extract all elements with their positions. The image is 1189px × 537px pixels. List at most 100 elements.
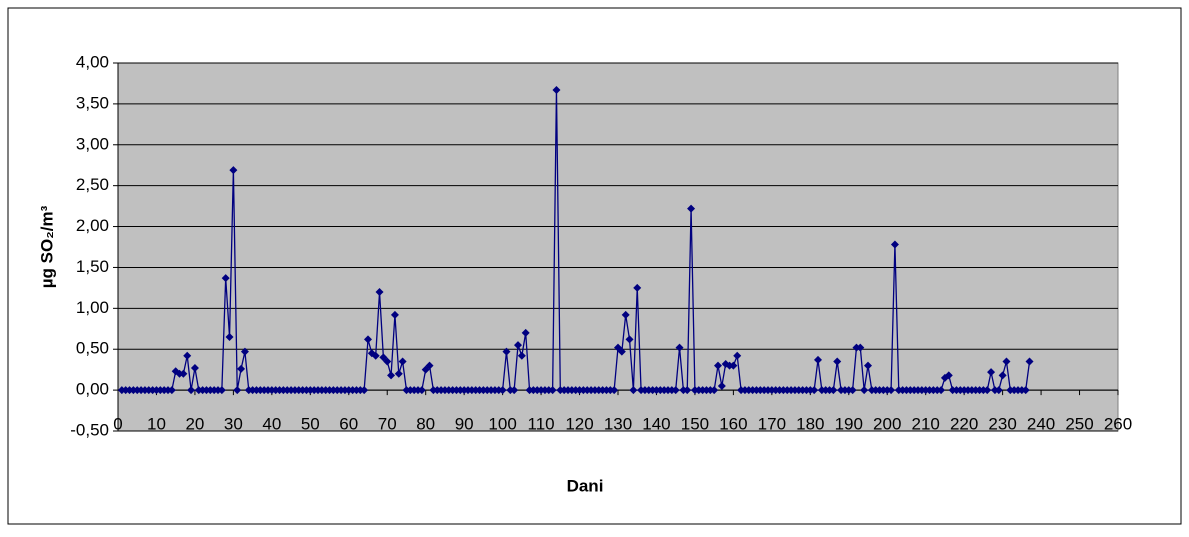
marker — [987, 368, 996, 377]
marker — [371, 351, 380, 360]
y-tick-label: 2,50 — [76, 175, 109, 194]
marker — [610, 386, 619, 395]
marker — [221, 274, 230, 283]
marker — [387, 371, 396, 380]
marker — [633, 283, 642, 292]
x-tick-label: 90 — [455, 414, 474, 433]
marker — [983, 386, 992, 395]
y-axis-title: µg SO₂/m³ — [37, 205, 56, 288]
marker — [810, 386, 819, 395]
marker — [552, 85, 561, 94]
x-tick-label: 140 — [642, 414, 670, 433]
x-tick-label: 80 — [416, 414, 435, 433]
x-tick-label: 10 — [147, 414, 166, 433]
x-tick-label: 200 — [873, 414, 901, 433]
marker — [687, 204, 696, 213]
marker — [625, 335, 634, 344]
marker — [375, 287, 384, 296]
y-tick-label: 2,00 — [76, 216, 109, 235]
y-tick-label: 4,00 — [76, 52, 109, 71]
marker — [717, 382, 726, 391]
marker — [998, 371, 1007, 380]
y-tick-label: 1,50 — [76, 257, 109, 276]
marker — [190, 364, 199, 373]
x-tick-label: 250 — [1065, 414, 1093, 433]
y-tick-label: 3,50 — [76, 93, 109, 112]
marker — [390, 310, 399, 319]
marker — [521, 328, 530, 337]
marker — [729, 361, 738, 370]
x-tick-label: 20 — [185, 414, 204, 433]
x-tick-label: 220 — [950, 414, 978, 433]
plot-area — [117, 62, 1119, 432]
x-tick-label: 240 — [1027, 414, 1055, 433]
marker — [364, 335, 372, 344]
y-tick-label: -0,50 — [70, 420, 109, 439]
marker — [183, 351, 192, 360]
marker — [733, 351, 742, 360]
marker — [237, 364, 246, 373]
marker — [890, 240, 899, 249]
x-tick-label: 150 — [681, 414, 709, 433]
marker — [860, 386, 869, 395]
marker — [502, 347, 511, 356]
marker — [179, 369, 188, 378]
marker — [229, 166, 238, 175]
marker — [510, 386, 519, 395]
x-tick-label: 230 — [988, 414, 1016, 433]
x-tick-label: 260 — [1104, 414, 1132, 433]
marker — [710, 386, 719, 395]
marker — [1002, 357, 1011, 366]
marker — [217, 386, 226, 395]
x-tick-label: 70 — [378, 414, 397, 433]
marker — [383, 357, 392, 366]
marker — [814, 355, 822, 364]
x-tick-label: 180 — [796, 414, 824, 433]
marker — [225, 332, 234, 341]
marker — [629, 386, 638, 395]
marker — [498, 386, 507, 395]
marker — [1021, 386, 1030, 395]
marker — [864, 361, 872, 370]
marker — [240, 347, 249, 356]
x-tick-label: 170 — [758, 414, 786, 433]
marker — [621, 310, 630, 319]
x-tick-label: 190 — [835, 414, 863, 433]
x-tick-label: 50 — [301, 414, 320, 433]
y-tick-label: 1,00 — [76, 298, 109, 317]
x-tick-label: 60 — [339, 414, 358, 433]
marker — [360, 386, 369, 395]
x-axis-title: Dani — [567, 476, 604, 495]
x-tick-label: 100 — [488, 414, 516, 433]
marker — [887, 386, 896, 395]
marker — [514, 341, 522, 350]
marker — [548, 386, 557, 395]
marker — [714, 361, 722, 370]
marker — [833, 357, 842, 366]
x-tick-label: 110 — [528, 414, 555, 433]
marker — [675, 343, 684, 352]
marker — [398, 357, 407, 366]
marker — [944, 371, 953, 380]
marker — [848, 386, 857, 395]
y-tick-label: 0,00 — [76, 380, 109, 399]
marker — [167, 386, 176, 395]
marker — [517, 351, 526, 360]
x-tick-label: 160 — [719, 414, 747, 433]
marker — [233, 386, 242, 395]
x-tick-label: 130 — [604, 414, 632, 433]
x-tick-label: 120 — [565, 414, 593, 433]
marker — [425, 361, 434, 370]
marker — [856, 343, 865, 352]
marker — [187, 386, 196, 395]
marker — [671, 386, 680, 395]
marker — [417, 386, 426, 395]
y-tick-label: 0,50 — [76, 339, 109, 358]
marker — [683, 386, 692, 395]
marker — [1025, 357, 1034, 366]
marker — [394, 369, 403, 378]
marker — [829, 386, 838, 395]
x-tick-label: 40 — [262, 414, 281, 433]
marker — [994, 386, 1003, 395]
